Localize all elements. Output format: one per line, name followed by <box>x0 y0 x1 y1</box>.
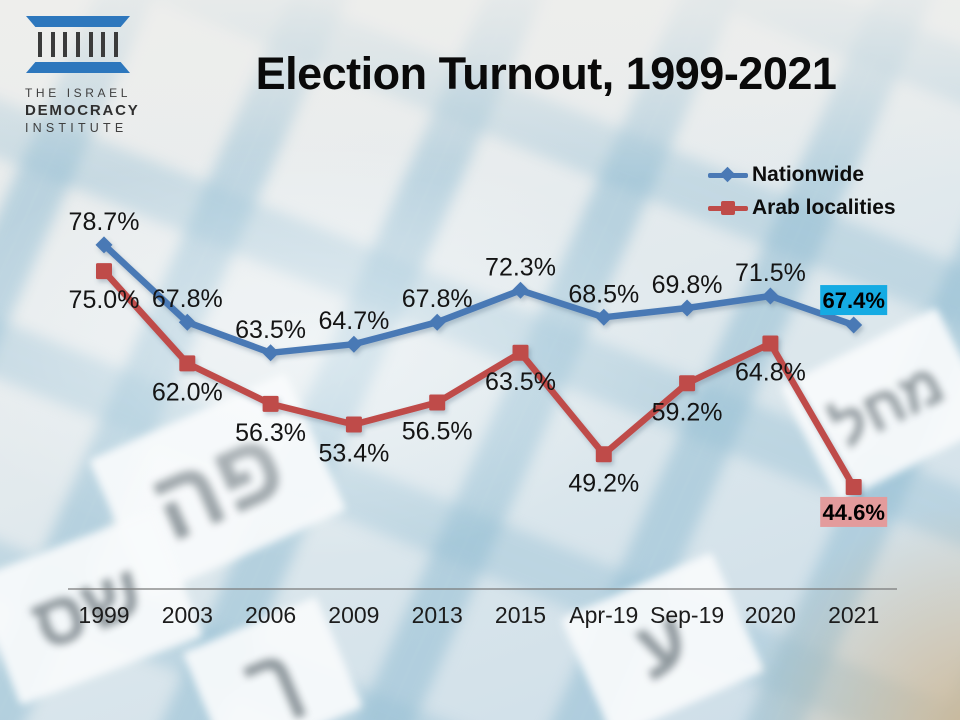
pillar-cap <box>26 16 130 27</box>
data-point-marker <box>95 236 113 254</box>
data-label: 71.5% <box>735 259 806 287</box>
highlight-label: 44.6% <box>823 500 885 525</box>
data-point-marker <box>762 335 779 352</box>
data-label: 62.0% <box>152 378 223 406</box>
data-label: 68.5% <box>568 280 639 308</box>
data-label: 64.8% <box>735 359 806 387</box>
data-label: 56.5% <box>402 418 473 446</box>
arab-localities-line-marker-icon <box>706 200 750 216</box>
logo-text-line1: THE ISRAEL <box>25 86 132 100</box>
data-label: 63.5% <box>235 316 306 344</box>
x-axis-tick-label: 2015 <box>494 602 547 628</box>
logo-text-line2: DEMOCRACY <box>25 102 140 119</box>
data-label: 72.3% <box>485 253 556 281</box>
data-label: 64.7% <box>318 307 389 335</box>
data-point-marker <box>845 478 862 495</box>
data-label: 53.4% <box>318 440 389 468</box>
x-axis-tick-label: Sep-19 <box>650 602 725 628</box>
arab-localities-series <box>96 263 862 495</box>
legend-label: Arab localities <box>752 196 896 219</box>
data-point-marker <box>262 344 280 362</box>
data-point-marker <box>178 313 196 331</box>
nationwide-series <box>95 236 863 362</box>
data-label: 69.8% <box>652 271 723 299</box>
pillar-icon <box>26 16 130 73</box>
data-label: 78.7% <box>69 208 140 236</box>
data-label: 67.8% <box>402 285 473 313</box>
pillar-columns <box>38 32 118 57</box>
x-axis-tick-label: 2021 <box>828 602 880 628</box>
data-label: 75.0% <box>69 286 140 314</box>
x-axis-tick-label: 2013 <box>411 602 463 628</box>
chart-title: Election Turnout, 1999-2021 <box>255 48 837 99</box>
data-point-marker <box>429 394 446 411</box>
pillar-base <box>26 62 130 73</box>
idi-logo: THE ISRAEL DEMOCRACY INSTITUTE <box>25 16 140 135</box>
data-point-marker <box>512 281 529 299</box>
legend-item-nationwide: Nationwide <box>706 162 896 188</box>
highlight-label: 67.4% <box>823 288 885 313</box>
arab-localities-line <box>100 267 857 491</box>
highlight-label-box <box>820 496 888 527</box>
data-point-marker <box>179 355 196 372</box>
legend-label: Nationwide <box>752 163 865 186</box>
x-axis-tick-label: 2009 <box>328 602 380 628</box>
x-axis-tick-label: Apr-19 <box>569 602 639 628</box>
data-point-marker <box>428 313 446 331</box>
data-label: 49.2% <box>568 469 639 497</box>
data-point-marker <box>512 344 529 361</box>
x-axis-tick-label: 2020 <box>744 602 796 628</box>
data-label: 67.8% <box>152 285 223 313</box>
nationwide-line <box>100 241 857 357</box>
data-point-marker <box>345 416 362 433</box>
data-label: 56.3% <box>235 419 306 447</box>
x-axis-tick-label: 2006 <box>245 602 297 628</box>
legend: Nationwide Arab localities <box>706 162 896 228</box>
data-point-marker <box>595 446 612 463</box>
data-point-marker <box>679 375 696 392</box>
data-point-marker <box>262 395 279 412</box>
data-point-marker <box>845 316 863 334</box>
x-axis-tick-label: 1999 <box>78 602 130 628</box>
nationwide-line-marker-icon <box>706 166 750 183</box>
logo-text-line3: INSTITUTE <box>25 121 128 135</box>
legend-item-arab-localities: Arab localities <box>706 195 896 221</box>
data-point-marker <box>595 308 613 326</box>
x-axis-tick-label: 2003 <box>161 602 213 628</box>
data-label: 63.5% <box>485 368 556 396</box>
data-point-marker <box>678 299 696 317</box>
data-label: 59.2% <box>652 398 723 426</box>
data-point-marker <box>761 287 779 305</box>
data-point-marker <box>345 335 363 353</box>
data-point-marker <box>96 263 112 280</box>
highlight-label-box <box>820 285 888 316</box>
